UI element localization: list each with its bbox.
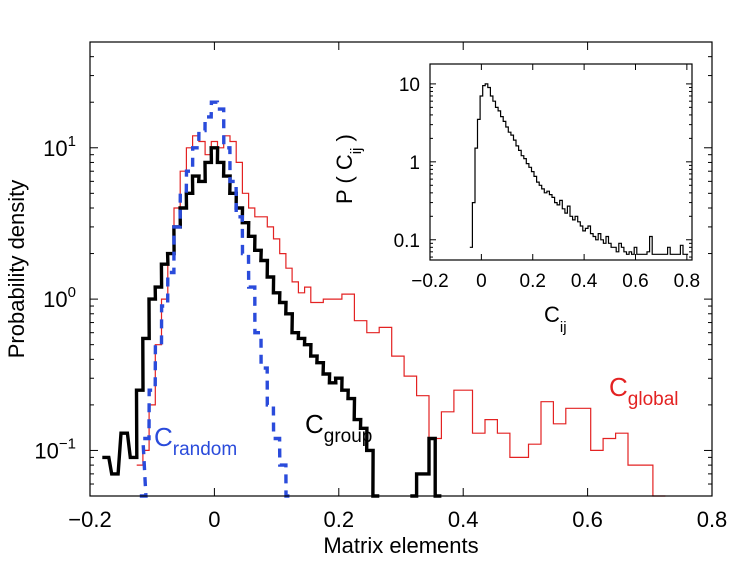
main-y-tick-label: 10−1 xyxy=(34,435,76,463)
series-label-random-sub: random xyxy=(173,439,237,460)
main-y-tick-label-base: 10 xyxy=(34,438,58,463)
main-x-tick-label: 0 xyxy=(208,507,220,532)
main-y-tick-label: 100 xyxy=(43,284,76,312)
main-y-tick-label-exp: −1 xyxy=(59,435,76,452)
main-series-c-random xyxy=(139,100,293,498)
inset-y-tick-label: 1 xyxy=(409,153,420,174)
inset-x-axis-label-main: C xyxy=(544,302,560,327)
inset-background xyxy=(430,64,692,260)
inset-line-p-cij- xyxy=(469,83,689,255)
main-line-c-global xyxy=(136,135,666,497)
series-label-global: Cglobal xyxy=(609,372,679,410)
series-label-group: Cgroup xyxy=(305,409,372,447)
inset-x-tick-label: 0.6 xyxy=(622,271,648,292)
inset-x-tick-label: −0.2 xyxy=(411,271,449,292)
main-x-tick-label: 0.8 xyxy=(697,507,728,532)
inset-x-axis-label-sub: ij xyxy=(560,319,567,336)
main-x-tick-label: 0.4 xyxy=(448,507,479,532)
inset-x-ticks: −0.2 0 0.2 0.4 0.6 0.8 xyxy=(411,64,700,292)
main-series-c-group xyxy=(102,146,442,498)
main-line-c-random xyxy=(139,100,293,498)
main-y-axis-label: Probability density xyxy=(4,180,29,359)
main-series-layer xyxy=(102,100,666,498)
inset-y-tick-label: 10 xyxy=(399,75,420,96)
inset-x-tick-label: 0 xyxy=(476,271,487,292)
main-y-tick-label-exp: 1 xyxy=(68,133,76,150)
main-x-ticks: −0.2 0 0.2 0.4 0.6 0.8 xyxy=(68,42,727,532)
inset-y-tick-label: 0.1 xyxy=(394,231,420,252)
inset-x-tick-label: 0.2 xyxy=(520,271,546,292)
main-x-axis-label: Matrix elements xyxy=(323,533,478,558)
series-label-random-main: C xyxy=(154,422,173,452)
main-y-tick-label: 101 xyxy=(43,133,76,161)
main-x-tick-label: 0.6 xyxy=(572,507,603,532)
series-label-random: Crandom xyxy=(154,422,237,460)
series-label-global-sub: global xyxy=(628,389,679,410)
inset-y-axis-label-sub: ij xyxy=(348,148,365,155)
inset-y-axis-label: P ( Cij ) xyxy=(332,134,365,204)
main-series-c-global xyxy=(136,135,666,497)
series-label-group-main: C xyxy=(305,409,324,439)
inset-series-p-cij- xyxy=(469,83,689,255)
main-x-tick-label: 0.2 xyxy=(324,507,355,532)
series-label-global-main: C xyxy=(609,372,628,402)
inset-x-tick-label: 0.8 xyxy=(674,271,700,292)
main-line-c-group xyxy=(102,146,380,498)
inset-series-layer xyxy=(469,83,689,255)
main-line-c-group-segment-1 xyxy=(410,436,442,498)
main-y-tick-label-base: 10 xyxy=(43,287,67,312)
series-label-group-sub: group xyxy=(324,426,373,447)
inset-y-axis-label-pre: P ( C xyxy=(332,154,357,204)
main-y-tick-label-exp: 0 xyxy=(68,284,76,301)
inset-y-ticks: 0.1 1 10 xyxy=(394,75,692,258)
inset-x-tick-label: 0.4 xyxy=(571,271,598,292)
main-x-tick-label: −0.2 xyxy=(68,507,111,532)
inset-y-axis-label-post: ) xyxy=(332,134,357,147)
main-y-tick-label-base: 10 xyxy=(43,136,67,161)
main-axes-frame xyxy=(89,41,713,497)
inset-x-axis-label: Cij xyxy=(544,302,567,336)
